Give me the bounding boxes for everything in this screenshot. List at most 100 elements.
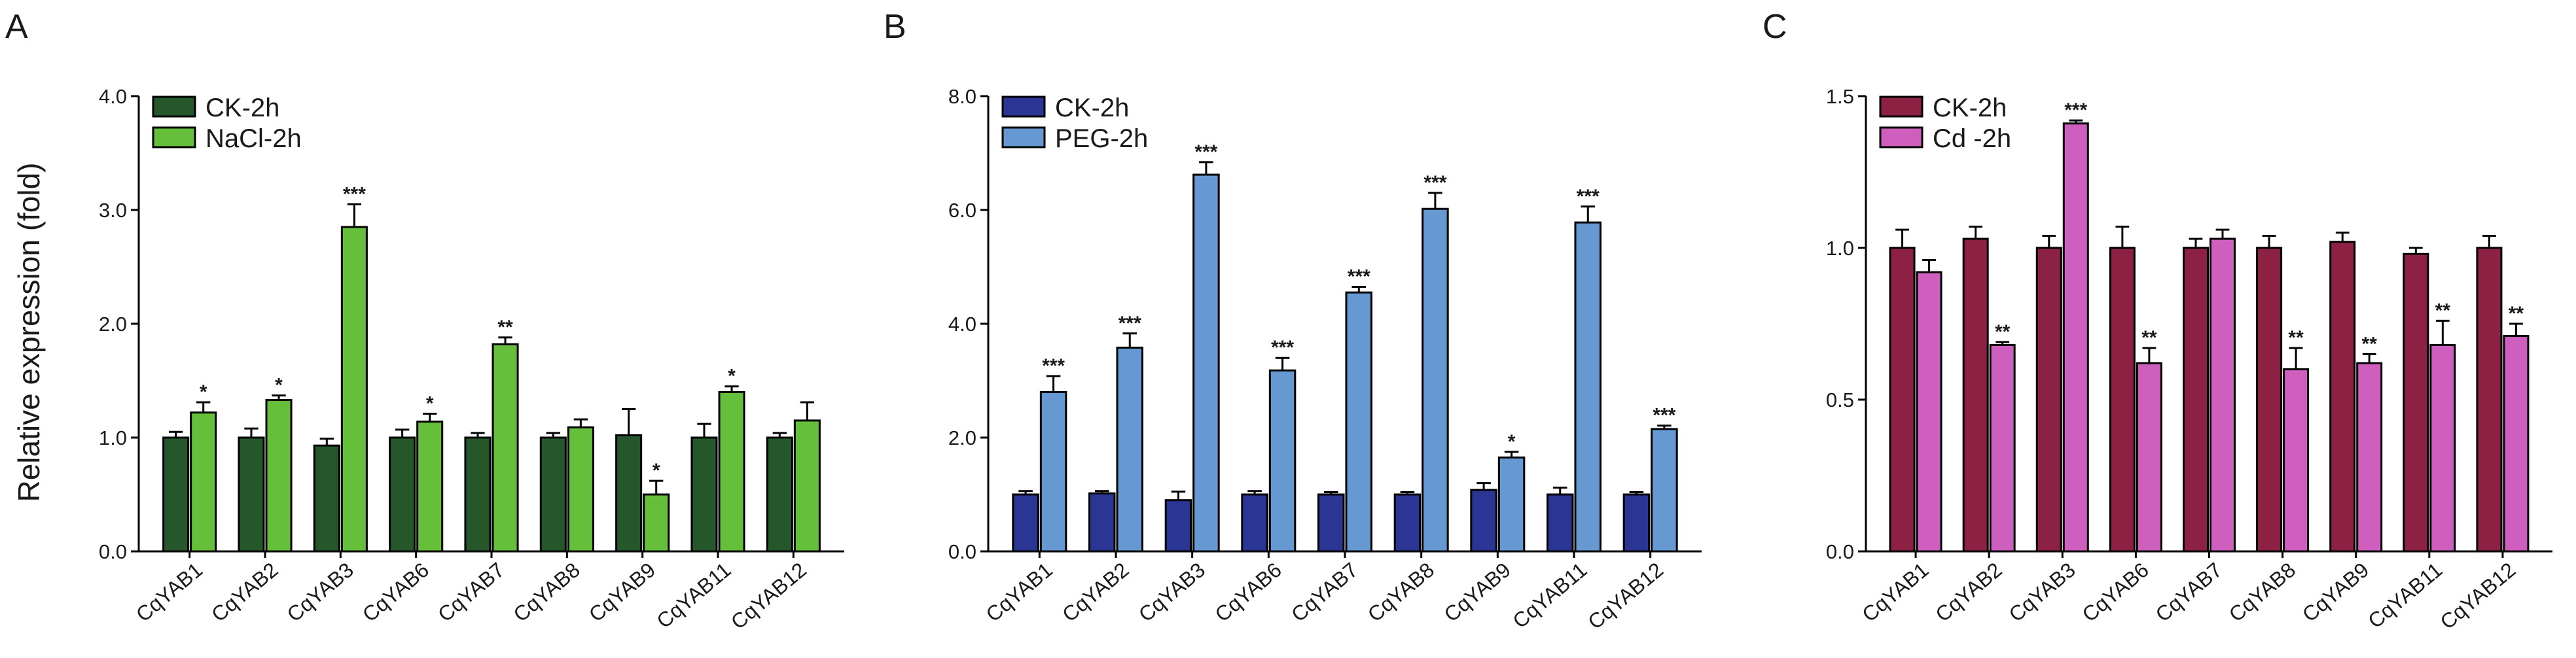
- panel-a-x-tick-label: CqYAB1: [132, 558, 207, 627]
- panel-a-bar: [615, 434, 643, 553]
- panel-a-significance-label: *: [426, 392, 434, 414]
- panel-c-y-tick-label: 1.0: [1826, 237, 1854, 260]
- panel-b-bar: [1088, 492, 1116, 553]
- panel-a-bar: [793, 419, 821, 553]
- panel-c-bar: [2403, 252, 2429, 553]
- panel-c-bar: [2183, 247, 2209, 553]
- panel-b-significance-label: ***: [1577, 186, 1600, 207]
- panel-a-x-tick-label: CqYAB9: [584, 558, 660, 627]
- panel-c-label: C: [1762, 8, 1787, 46]
- panel-c-bar: [2209, 237, 2236, 553]
- panel-b-x-tick-label: CqYAB11: [1508, 558, 1591, 633]
- panel-a-bar: [718, 390, 745, 553]
- panel-b-x-tick-label: CqYAB6: [1210, 558, 1285, 627]
- panel-b-bar: [1164, 499, 1192, 553]
- panel-a-legend-label: NaCl-2h: [206, 124, 302, 153]
- panel-c-bar: [1989, 343, 2016, 553]
- panel-b-y-tick-label: 4.0: [948, 313, 976, 336]
- panel-c-bar: [2062, 122, 2089, 553]
- panel-a-bar: [690, 436, 718, 553]
- panel-a-bar: [190, 411, 217, 553]
- panel-b-x-tick-label: CqYAB1: [981, 558, 1056, 627]
- panel-a-significance-label: *: [728, 366, 736, 387]
- panel-a-y-tick-label: 0.0: [99, 540, 127, 563]
- panel-a-bar: [238, 436, 265, 553]
- panel-c-y-tick-label: 0.5: [1826, 389, 1854, 411]
- panel-a-legend-swatch: [152, 126, 196, 148]
- panel-c-legend-label: CK-2h: [1933, 94, 2007, 122]
- panel-c-y-tick-label: 1.5: [1826, 85, 1854, 108]
- panel-b-significance-label: ***: [1194, 141, 1217, 163]
- panel-b-bar: [1622, 493, 1651, 553]
- panel-c-x-tick-label: CqYAB6: [2078, 558, 2153, 627]
- panel-c-bar: [2503, 335, 2530, 553]
- panel-c-bar: [1962, 237, 1989, 553]
- panel-c-significance-label: **: [2435, 300, 2451, 321]
- panel-c-x-tick-label: CqYAB7: [2151, 558, 2227, 627]
- panel-c-x-tick-label: CqYAB12: [2435, 558, 2520, 634]
- panel-a-bar: [567, 426, 594, 553]
- panel-b-y-tick-label: 2.0: [948, 426, 976, 449]
- panel-c-bar: [1916, 271, 1942, 553]
- panel-b-bar: [1116, 347, 1143, 553]
- panel-c-legend-swatch: [1879, 126, 1923, 148]
- panel-c-bar: [2283, 368, 2310, 553]
- panel-c-bar: [2136, 362, 2162, 553]
- panel-a-bar: [766, 436, 793, 553]
- panel-b-bar: [1241, 493, 1268, 553]
- panel-b-significance-label: ***: [1042, 355, 1065, 377]
- panel-a-x-tick-label: CqYAB11: [652, 558, 735, 633]
- panel-a-legend-swatch: [152, 95, 196, 118]
- panel-c-significance-label: **: [2141, 327, 2157, 349]
- panel-a-label: A: [5, 8, 28, 46]
- panel-b-x-tick-label: CqYAB9: [1439, 558, 1514, 627]
- panel-c-bar: [2476, 247, 2503, 553]
- panel-c-bar: [2329, 241, 2356, 553]
- panel-a-bar: [492, 343, 519, 553]
- panel-c-significance-label: **: [1995, 321, 2011, 343]
- panel-b-bar: [1268, 369, 1297, 553]
- panel-b-y-tick-label: 6.0: [948, 199, 976, 222]
- panel-a: A0.01.02.03.04.0*CqYAB1*CqYAB2***CqYAB3*…: [5, 8, 844, 634]
- panel-b-bar: [1651, 428, 1678, 553]
- panel-a-significance-label: *: [653, 460, 660, 481]
- panel-c-x-tick-label: CqYAB11: [2363, 558, 2446, 633]
- panel-b-legend-label: CK-2h: [1055, 94, 1129, 122]
- panel-a-x-tick-label: CqYAB3: [282, 558, 357, 627]
- panel-c-x-tick-label: CqYAB1: [1857, 558, 1933, 627]
- panel-c-bar: [2356, 362, 2383, 553]
- panel-b-significance-label: ***: [1348, 266, 1370, 287]
- panel-c-significance-label: **: [2362, 333, 2378, 355]
- panel-a-y-tick-label: 4.0: [99, 85, 127, 108]
- panel-b-significance-label: ***: [1271, 337, 1294, 358]
- panel-a-x-tick-label: CqYAB2: [207, 558, 282, 627]
- panel-a-y-tick-label: 1.0: [99, 426, 127, 449]
- panel-a-bar: [162, 436, 190, 553]
- panel-a-bar: [416, 421, 444, 553]
- panel-a-x-tick-label: CqYAB6: [358, 558, 433, 627]
- panel-b-bar: [1470, 489, 1497, 553]
- panel-b-significance-label: ***: [1653, 405, 1675, 426]
- panel-b-x-tick-label: CqYAB12: [1583, 558, 1668, 634]
- panel-a-x-tick-label: CqYAB7: [433, 558, 509, 627]
- panel-c-significance-label: ***: [2064, 99, 2087, 121]
- panel-a-bar: [265, 399, 293, 553]
- panel-c-bar: [2429, 343, 2456, 553]
- panel-a-bar: [340, 226, 368, 553]
- panel-b-significance-label: ***: [1423, 172, 1446, 194]
- panel-a-y-tick-label: 2.0: [99, 313, 127, 336]
- panel-a-significance-label: *: [275, 375, 283, 396]
- panel-b-bar: [1345, 291, 1372, 553]
- panel-b-bar: [1422, 207, 1449, 553]
- panel-b-bar: [1317, 493, 1345, 553]
- panel-a-x-tick-label: CqYAB12: [726, 558, 811, 634]
- panel-c-x-tick-label: CqYAB9: [2298, 558, 2373, 627]
- panel-b-bar: [1012, 493, 1039, 553]
- panel-b-label: B: [884, 8, 906, 46]
- panel-b-y-tick-label: 0.0: [948, 540, 976, 563]
- panel-b-y-tick-label: 8.0: [948, 85, 976, 108]
- panel-a-bar: [643, 493, 670, 553]
- panel-b-bar: [1039, 390, 1067, 553]
- panel-b-x-tick-label: CqYAB2: [1058, 558, 1133, 627]
